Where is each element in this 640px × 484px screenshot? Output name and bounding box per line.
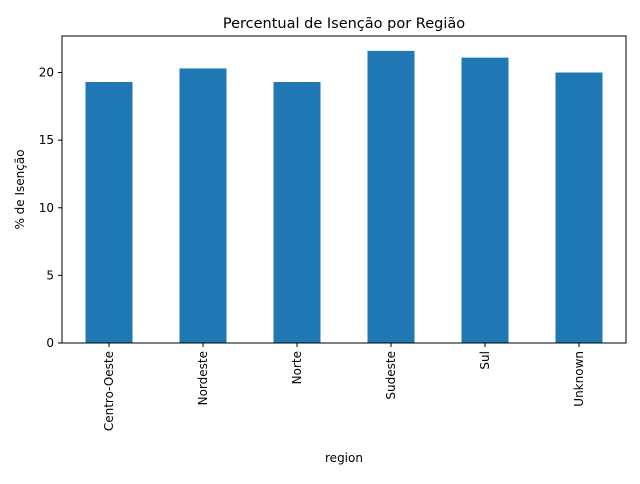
x-tick-label: Sudeste [384, 351, 398, 400]
bar-unknown [555, 72, 603, 344]
bar-sudeste [367, 50, 415, 343]
plot-frame [61, 35, 627, 344]
y-tick-label: 20 [39, 66, 54, 80]
x-tick-label: Nordeste [196, 351, 210, 405]
y-axis-label: % de Isenção [13, 149, 27, 229]
bar-nordeste [179, 68, 227, 344]
y-tick-label: 5 [46, 268, 54, 282]
bar-sul [461, 57, 509, 343]
x-axis: Centro-Oeste Nordeste Norte Sudeste Sul Unkno… [102, 343, 586, 431]
x-tick-label: Unknown [572, 351, 586, 407]
x-tick-label: Sul [478, 351, 492, 370]
y-tick-label: 0 [46, 336, 54, 350]
bar-centro-oeste [85, 81, 133, 343]
bar-norte [273, 81, 321, 343]
x-tick-label: Centro-Oeste [102, 351, 116, 431]
x-tick-label: Norte [290, 351, 304, 384]
y-tick-label: 15 [39, 133, 54, 147]
y-axis: 0 5 10 15 20 [39, 66, 62, 350]
chart-title: Percentual de Isenção por Região [223, 16, 465, 32]
y-tick-label: 10 [39, 201, 54, 215]
x-axis-label: region [325, 451, 363, 465]
bars-layer [85, 50, 603, 344]
